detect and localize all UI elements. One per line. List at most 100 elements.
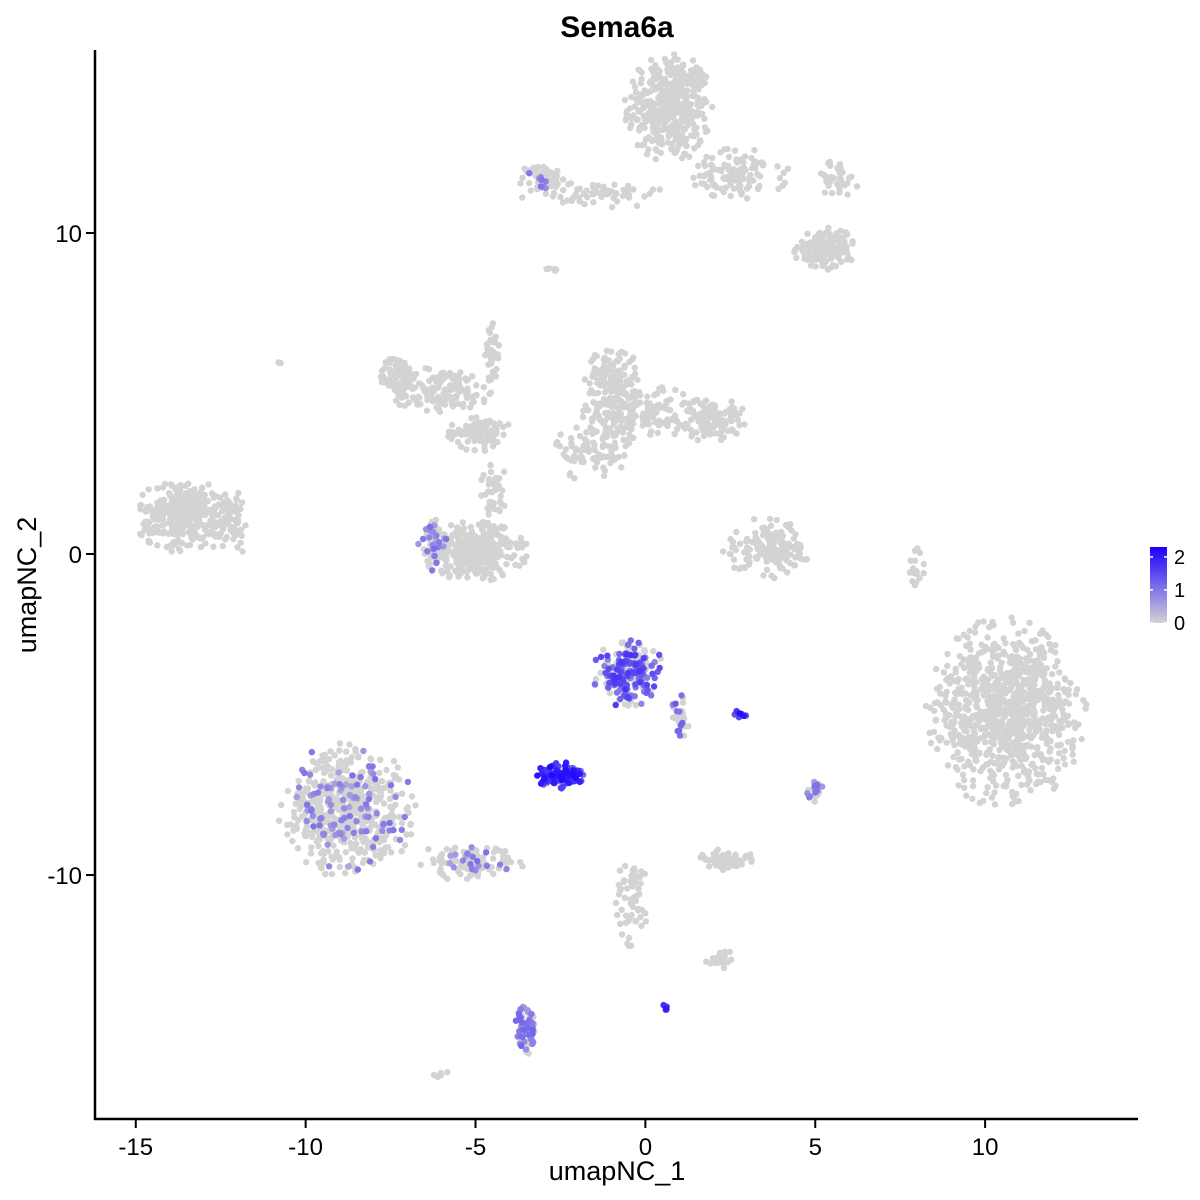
cell-point (593, 389, 601, 397)
cell-point (761, 527, 769, 534)
cell-point (645, 134, 653, 141)
cell-point (618, 348, 625, 356)
cell-point (438, 860, 445, 867)
cell-point (1049, 685, 1056, 692)
cell-point (655, 94, 662, 102)
cell-point (394, 764, 401, 771)
cell-point (821, 189, 828, 196)
cell-point (141, 527, 148, 534)
cell-point (156, 512, 163, 519)
expressing-cell-point (392, 793, 399, 801)
cell-point (790, 535, 797, 542)
cell-point (962, 696, 970, 704)
cell-point (428, 384, 436, 391)
cell-point (980, 797, 987, 805)
cell-point (842, 229, 849, 236)
cell-point (969, 712, 977, 719)
cell-point (704, 127, 711, 134)
cell-point (139, 491, 146, 499)
cell-point (944, 650, 951, 658)
expressing-cell-point (369, 843, 377, 851)
cell-point (392, 397, 400, 404)
cell-point (659, 87, 666, 95)
cell-point (424, 392, 431, 400)
cell-point (652, 73, 659, 80)
cell-point (1078, 735, 1085, 743)
cell-point (1002, 771, 1010, 779)
cell-point (614, 425, 621, 432)
cell-point (314, 797, 322, 804)
cell-point (448, 435, 455, 442)
cell-point (733, 411, 740, 419)
cell-point (227, 516, 234, 523)
cell-point (1073, 686, 1081, 693)
cell-point (1000, 782, 1007, 790)
cell-point (934, 745, 941, 753)
cell-point (1034, 778, 1042, 785)
cell-point (995, 766, 1003, 773)
cell-point (950, 753, 957, 761)
cell-point (959, 771, 967, 778)
cell-point (316, 764, 323, 771)
cell-point (832, 263, 840, 270)
cell-point (667, 98, 674, 106)
cell-point (439, 376, 447, 383)
cell-point (791, 543, 798, 550)
cell-point (600, 464, 607, 471)
cell-point (636, 391, 643, 398)
cell-point (438, 567, 445, 574)
cell-point (696, 418, 703, 425)
cell-point (983, 749, 991, 757)
cell-point (1026, 732, 1033, 739)
cell-point (726, 550, 734, 557)
cell-point (1039, 756, 1047, 764)
expressing-cell-point (303, 817, 310, 825)
cell-point (480, 398, 488, 406)
cell-point (590, 199, 597, 206)
cell-point (1050, 775, 1057, 782)
cell-point (721, 146, 728, 153)
cell-point (944, 662, 951, 670)
cell-point (549, 193, 556, 200)
cell-point (1056, 750, 1063, 757)
cell-point (656, 186, 663, 193)
cell-point (296, 805, 303, 813)
colorbar-tick-label: 2 (1174, 547, 1185, 569)
cell-point (1061, 761, 1069, 768)
expressing-cell-point (529, 1027, 536, 1034)
expressing-cell-point (295, 784, 303, 791)
expressing-cell-point (308, 807, 315, 814)
expressing-cell-point (373, 810, 380, 817)
cell-point (962, 690, 969, 697)
cell-point (1003, 669, 1011, 677)
cell-point (1050, 701, 1057, 709)
cell-point (626, 413, 634, 420)
cell-point (987, 659, 994, 666)
cell-point (590, 439, 597, 446)
cell-point (974, 697, 981, 704)
cell-point (1039, 648, 1047, 655)
cell-point (951, 727, 958, 734)
expressing-cell-point (424, 548, 431, 555)
cell-point (1016, 691, 1023, 698)
cell-point (791, 562, 799, 569)
cell-point (572, 447, 580, 454)
cell-point (690, 88, 697, 95)
cell-point (656, 401, 663, 409)
cell-point (618, 931, 626, 938)
cell-point (342, 869, 349, 877)
cell-point (687, 426, 695, 434)
cell-point (683, 87, 691, 94)
cell-point (615, 405, 623, 413)
cell-point (464, 546, 471, 553)
cell-point (1047, 642, 1055, 649)
cell-point (468, 528, 475, 535)
cell-point (579, 413, 587, 421)
cell-point (393, 356, 400, 363)
cell-point (444, 1069, 451, 1076)
cell-points (137, 51, 1090, 1081)
cell-point (295, 777, 302, 785)
cell-point (965, 706, 972, 714)
cell-point (701, 162, 709, 170)
cell-point (489, 550, 496, 558)
